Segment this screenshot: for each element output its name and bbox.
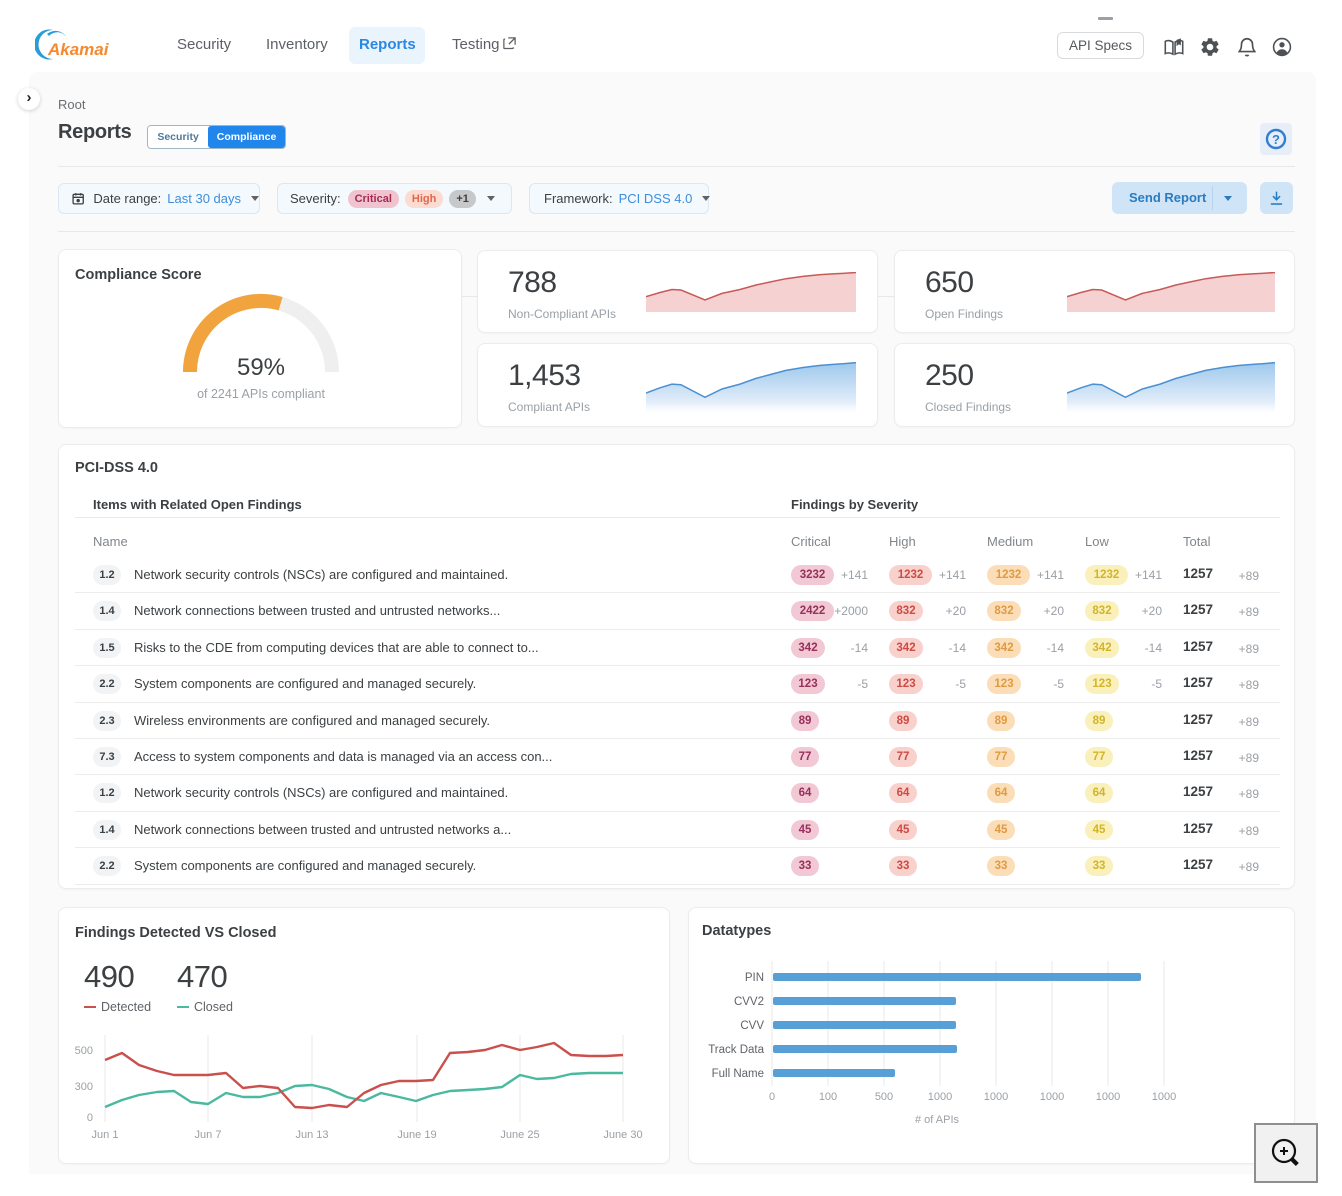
svg-text:PIN: PIN: [745, 972, 764, 984]
svg-text:Jun 7: Jun 7: [195, 1129, 222, 1141]
svg-text:1000: 1000: [1040, 1091, 1064, 1103]
svg-text:June 30: June 30: [603, 1129, 642, 1141]
svg-text:Full Name: Full Name: [712, 1068, 764, 1080]
svg-text:1000: 1000: [1152, 1091, 1176, 1103]
svg-text:500: 500: [875, 1091, 893, 1103]
svg-text:June 25: June 25: [500, 1129, 539, 1141]
svg-text:June 19: June 19: [397, 1129, 436, 1141]
svg-text:CVV2: CVV2: [734, 996, 764, 1008]
svg-text:0: 0: [769, 1091, 775, 1103]
svg-text:0: 0: [87, 1112, 93, 1124]
svg-text:Track Data: Track Data: [708, 1044, 764, 1056]
svg-text:CVV: CVV: [740, 1020, 764, 1032]
svg-text:1000: 1000: [984, 1091, 1008, 1103]
svg-text:1000: 1000: [928, 1091, 952, 1103]
svg-text:Jun 1: Jun 1: [92, 1129, 119, 1141]
svg-text:Jun 13: Jun 13: [295, 1129, 328, 1141]
svg-text:300: 300: [75, 1081, 93, 1093]
svg-text:?: ?: [1272, 132, 1280, 147]
svg-text:100: 100: [819, 1091, 837, 1103]
svg-text:# of APIs: # of APIs: [915, 1114, 960, 1126]
svg-text:Akamai: Akamai: [47, 40, 110, 59]
svg-text:1000: 1000: [1096, 1091, 1120, 1103]
svg-text:500: 500: [75, 1045, 93, 1057]
